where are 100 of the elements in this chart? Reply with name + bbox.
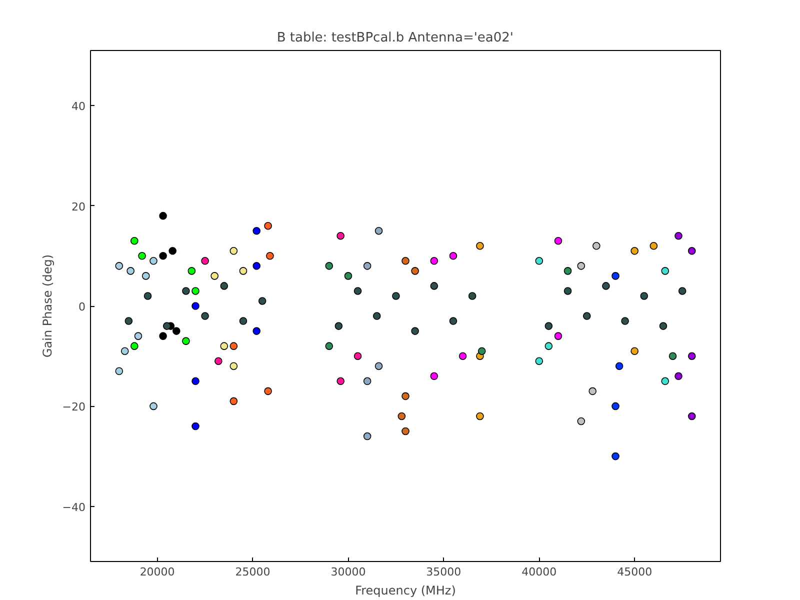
point xyxy=(476,412,484,420)
point xyxy=(252,327,260,335)
point xyxy=(239,317,248,325)
point xyxy=(172,327,180,335)
point xyxy=(402,427,410,436)
point xyxy=(336,232,344,240)
point xyxy=(134,332,142,340)
point xyxy=(230,362,238,370)
point xyxy=(239,267,248,275)
point xyxy=(582,312,591,320)
point xyxy=(398,412,406,420)
point xyxy=(650,242,658,250)
point xyxy=(182,287,190,295)
point xyxy=(659,322,668,330)
point xyxy=(115,367,124,376)
point xyxy=(449,252,458,260)
point xyxy=(210,272,218,280)
point xyxy=(535,357,544,365)
point xyxy=(363,262,372,270)
point xyxy=(230,342,238,350)
point xyxy=(150,257,158,265)
point xyxy=(252,262,260,270)
point xyxy=(188,267,196,275)
point xyxy=(363,377,372,386)
point xyxy=(150,402,158,410)
point xyxy=(476,242,484,250)
point xyxy=(678,287,686,295)
point xyxy=(392,292,400,300)
point xyxy=(192,302,200,310)
point xyxy=(640,292,648,300)
point xyxy=(138,252,146,260)
point xyxy=(363,432,372,440)
y-tick-label: −40 xyxy=(62,500,86,514)
point xyxy=(220,282,228,290)
point xyxy=(554,332,562,340)
point xyxy=(142,272,150,280)
y-tick-label: −20 xyxy=(62,400,86,414)
point xyxy=(325,342,334,350)
point xyxy=(159,252,167,260)
point xyxy=(325,262,334,270)
x-axis-title: Frequency (MHz) xyxy=(355,584,456,598)
point xyxy=(230,247,238,255)
point xyxy=(449,317,458,325)
point xyxy=(344,272,352,280)
point xyxy=(372,312,381,320)
point xyxy=(612,452,620,460)
point xyxy=(168,247,176,255)
point xyxy=(661,377,670,386)
point xyxy=(162,322,171,330)
point xyxy=(688,247,696,255)
point xyxy=(214,357,222,365)
point xyxy=(159,332,167,340)
y-tick-label: 0 xyxy=(78,300,86,314)
point xyxy=(478,347,486,355)
chart-title: B table: testBPcal.b Antenna='ea02' xyxy=(276,30,514,46)
point xyxy=(115,262,124,270)
point xyxy=(374,362,383,370)
point xyxy=(201,257,209,265)
point xyxy=(592,242,600,250)
point xyxy=(554,236,562,245)
point xyxy=(544,322,553,330)
point xyxy=(334,322,343,330)
point xyxy=(535,257,544,265)
point xyxy=(192,377,200,386)
point xyxy=(192,287,200,295)
point xyxy=(458,352,467,360)
point xyxy=(668,352,677,360)
point xyxy=(220,342,228,350)
point xyxy=(661,267,670,275)
y-tick-label: 20 xyxy=(72,200,86,214)
point xyxy=(577,417,586,426)
x-tick-label: 25000 xyxy=(235,566,270,578)
point xyxy=(126,267,134,275)
point xyxy=(430,372,438,380)
y-tick-label: 40 xyxy=(72,100,86,114)
y-axis-title: Gain Phase (deg) xyxy=(40,254,54,358)
point xyxy=(630,347,638,355)
point xyxy=(124,317,133,325)
point xyxy=(615,362,624,370)
x-tick-label: 20000 xyxy=(140,566,175,578)
point xyxy=(430,282,438,290)
point xyxy=(588,387,596,396)
point xyxy=(577,262,586,270)
x-tick-label: 40000 xyxy=(522,566,557,578)
point xyxy=(688,352,696,360)
point xyxy=(120,347,129,355)
point xyxy=(544,342,553,350)
point xyxy=(266,252,274,260)
point xyxy=(264,222,272,230)
point xyxy=(130,342,138,350)
x-tick-label: 45000 xyxy=(617,566,652,578)
point xyxy=(201,312,209,320)
point xyxy=(674,372,682,380)
point xyxy=(402,392,410,400)
point xyxy=(144,292,152,300)
point xyxy=(402,257,410,265)
point xyxy=(602,282,610,290)
point xyxy=(130,236,138,245)
point xyxy=(411,267,419,275)
x-tick-label: 30000 xyxy=(330,566,366,578)
